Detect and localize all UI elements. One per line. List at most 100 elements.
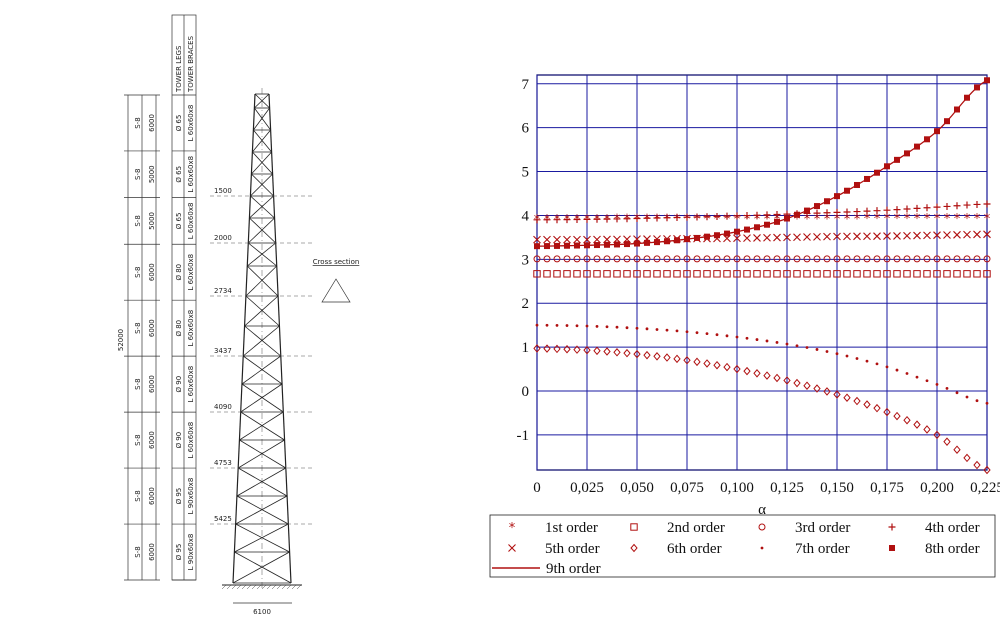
segment-leg-label: Ø 95 — [175, 544, 183, 561]
square-marker — [803, 270, 811, 278]
x-marker — [583, 235, 591, 244]
segment-brace-label: L 60x60x8 — [187, 254, 195, 291]
square-marker — [873, 270, 881, 278]
star-marker: * — [884, 212, 891, 227]
square-marker — [753, 270, 761, 278]
ground-hatch — [226, 584, 232, 590]
plus-marker — [863, 207, 871, 215]
circle-marker — [943, 255, 951, 263]
square-marker — [693, 270, 701, 278]
dot-marker — [760, 546, 764, 550]
circle-marker — [823, 255, 831, 263]
dot-marker — [925, 379, 929, 383]
diamond-marker — [833, 390, 841, 399]
dot-marker — [975, 399, 979, 403]
square-marker — [903, 270, 911, 278]
circle-marker — [573, 255, 581, 263]
segment-steel-label: S-8 — [134, 215, 142, 226]
circle-marker — [763, 255, 771, 263]
circle-marker — [533, 255, 541, 263]
segment-leg-label: Ø 65 — [175, 115, 183, 132]
dot-marker — [805, 346, 809, 349]
tower-brace — [239, 411, 284, 441]
width-label: 4753 — [214, 459, 232, 467]
circle-marker — [543, 255, 551, 263]
x-tick-label: 0,025 — [570, 480, 604, 496]
legend: * 1st order 2nd order 3rd order 4th order 5th… — [492, 520, 980, 577]
square-marker — [773, 270, 781, 278]
tower-brace — [253, 107, 270, 131]
x-marker — [853, 232, 861, 241]
dot-marker — [795, 344, 799, 348]
dot-marker — [765, 339, 769, 343]
dot-marker — [755, 338, 759, 341]
tower-brace — [240, 411, 285, 441]
circle-marker — [753, 255, 761, 263]
ground-hatch — [271, 584, 277, 590]
tower-brace — [244, 325, 282, 357]
segment-brace-label: L 90x60x8 — [187, 534, 195, 571]
x-marker — [973, 230, 981, 239]
dot-marker — [585, 324, 589, 328]
square-marker — [733, 270, 741, 278]
tower-brace — [250, 173, 273, 197]
circle-marker — [973, 255, 981, 263]
star-marker: * — [724, 213, 731, 228]
square-marker — [643, 270, 651, 278]
circle-marker — [593, 255, 601, 263]
square-marker — [983, 270, 991, 278]
dot-marker — [705, 332, 709, 336]
x-marker — [873, 232, 881, 241]
square-marker — [833, 270, 841, 278]
x-marker — [783, 233, 791, 242]
x-tick-label: 0,225 — [970, 480, 1000, 496]
width-labels: 1500 2000 2734 3437 4090 4753 5425 — [210, 187, 312, 525]
circle-marker — [783, 255, 791, 263]
dot-marker — [575, 324, 579, 328]
dot-marker — [595, 324, 599, 328]
x-marker — [913, 231, 921, 240]
circle-marker — [653, 255, 661, 263]
plus-marker — [653, 214, 661, 222]
ground-hatch — [281, 584, 287, 590]
y-tick-label: 2 — [522, 296, 530, 312]
legend-item: 2nd order — [630, 520, 725, 536]
dot-marker — [965, 395, 969, 399]
plus-marker — [933, 203, 941, 211]
y-tick-label: 0 — [522, 384, 530, 400]
tower-brace — [240, 383, 283, 413]
diamond-marker — [983, 465, 991, 475]
x-tick-label: 0,150 — [820, 480, 854, 496]
ground-hatch — [246, 584, 252, 590]
segment-brace-label: L 60x60x8 — [187, 105, 195, 142]
x-marker — [803, 233, 811, 241]
diamond-marker — [623, 348, 631, 358]
x-marker — [573, 235, 581, 244]
x-axis-ticks: 0 0,025 0,050 0,075 0,100 0,125 0,150 0,175 0,20… — [533, 480, 1000, 496]
y-tick-label: 4 — [522, 208, 530, 224]
circle-marker — [563, 255, 571, 263]
dot-marker — [655, 328, 659, 331]
legend-label: 2nd order — [667, 520, 725, 536]
diamond-marker — [533, 344, 541, 353]
y-tick-label: 5 — [522, 165, 530, 181]
diamond-marker — [853, 396, 861, 406]
diamond-marker — [733, 364, 741, 374]
dot-marker — [905, 372, 909, 375]
diamond-marker — [813, 384, 821, 393]
tower-brace — [254, 107, 271, 131]
dot-marker — [545, 323, 549, 327]
tower-brace — [254, 93, 270, 109]
dot-marker — [885, 365, 889, 369]
star-marker: * — [824, 213, 831, 228]
square-marker — [683, 270, 691, 278]
diamond-marker — [613, 348, 621, 357]
plus-marker — [923, 204, 931, 212]
plus-marker — [593, 215, 601, 223]
legend-label: 4th order — [925, 520, 980, 536]
width-label: 2000 — [214, 234, 232, 242]
diamond-marker — [573, 345, 581, 354]
plus-marker — [753, 211, 761, 219]
square-marker — [763, 270, 771, 278]
filled-square-marker — [889, 545, 895, 551]
